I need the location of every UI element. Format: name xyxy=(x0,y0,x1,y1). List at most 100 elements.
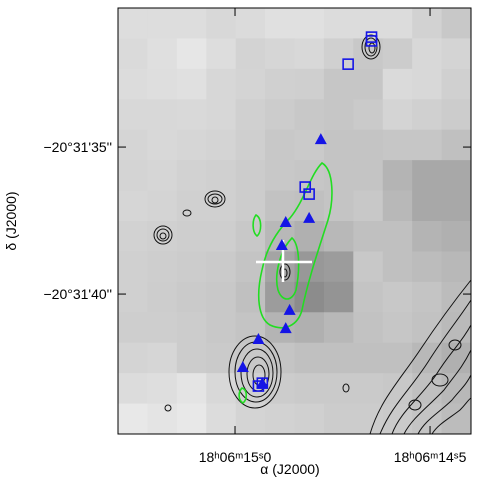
image-pixel xyxy=(147,99,178,131)
image-pixel xyxy=(382,68,413,100)
image-pixel xyxy=(176,312,207,344)
image-pixel xyxy=(294,342,325,374)
x-tick-label: 18ʰ06ᵐ14ˢ5 xyxy=(394,449,467,465)
image-pixel xyxy=(235,129,266,161)
image-pixel xyxy=(441,403,472,435)
image-pixel xyxy=(147,129,178,161)
square-marker xyxy=(365,35,378,47)
image-pixel xyxy=(206,99,237,131)
image-pixel xyxy=(235,190,266,222)
y-tick-label: −20°31'35'' xyxy=(43,139,112,155)
image-pixel xyxy=(147,68,178,100)
image-pixel xyxy=(441,99,472,131)
image-pixel xyxy=(147,312,178,344)
image-pixel xyxy=(382,251,413,283)
triangle-marker xyxy=(252,333,265,345)
image-pixel xyxy=(441,373,472,405)
image-pixel xyxy=(176,160,207,192)
image-pixel xyxy=(441,281,472,313)
image-pixel xyxy=(353,129,384,161)
image-pixel xyxy=(118,38,148,70)
image-pixel xyxy=(206,312,237,344)
image-pixel xyxy=(118,342,148,374)
image-pixel xyxy=(206,129,237,161)
image-pixel xyxy=(294,403,325,435)
image-pixel xyxy=(265,403,295,435)
square-marker xyxy=(303,188,315,200)
image-pixel xyxy=(118,281,148,313)
triangle-marker xyxy=(303,211,316,223)
image-pixel xyxy=(353,221,384,252)
image-pixel xyxy=(294,281,325,313)
image-pixel xyxy=(382,99,413,131)
image-pixel xyxy=(382,190,413,222)
image-pixel xyxy=(206,342,237,374)
image-pixel xyxy=(118,8,148,39)
image-pixel xyxy=(353,99,384,131)
image-pixel xyxy=(412,281,443,313)
image-pixel xyxy=(206,38,237,70)
image-pixel xyxy=(118,312,148,344)
image-pixel xyxy=(441,8,472,39)
triangle-marker xyxy=(283,303,296,315)
image-pixel xyxy=(353,68,384,100)
image-pixel xyxy=(441,38,472,70)
image-pixel xyxy=(265,251,295,283)
image-pixel xyxy=(235,8,266,39)
image-pixel xyxy=(323,38,354,70)
image-pixel xyxy=(412,221,443,252)
image-pixel xyxy=(323,342,354,374)
square-marker xyxy=(252,380,265,392)
image-pixel xyxy=(176,373,207,405)
triangle-marker xyxy=(279,216,292,228)
image-pixel xyxy=(206,403,237,435)
image-pixel xyxy=(235,160,266,192)
image-pixel xyxy=(118,221,148,252)
image-pixel xyxy=(235,99,266,131)
markers xyxy=(236,31,378,392)
image-pixel xyxy=(206,281,237,313)
image-pixel xyxy=(441,251,472,283)
image-pixel xyxy=(353,281,384,313)
image-background xyxy=(118,8,472,435)
image-pixel xyxy=(118,251,148,283)
image-pixel xyxy=(323,68,354,100)
image-pixel xyxy=(176,129,207,161)
image-pixel xyxy=(323,221,354,252)
image-pixel xyxy=(265,190,295,222)
image-pixel xyxy=(412,312,443,344)
image-pixel xyxy=(412,403,443,435)
image-pixel xyxy=(353,312,384,344)
image-pixel xyxy=(235,68,266,100)
triangle-marker xyxy=(279,322,292,334)
image-pixel xyxy=(176,99,207,131)
image-pixel xyxy=(147,403,178,435)
image-pixel xyxy=(147,38,178,70)
triangle-marker xyxy=(256,377,269,389)
image-pixel xyxy=(382,221,413,252)
image-pixel xyxy=(176,342,207,374)
image-pixel xyxy=(441,221,472,252)
image-pixel xyxy=(176,403,207,435)
image-pixel xyxy=(118,403,148,435)
image-pixel xyxy=(441,190,472,222)
image-pixel xyxy=(265,68,295,100)
image-pixel xyxy=(206,251,237,283)
image-pixel xyxy=(441,129,472,161)
image-pixel xyxy=(382,312,413,344)
image-pixel xyxy=(118,373,148,405)
image-pixel xyxy=(176,8,207,39)
image-pixel xyxy=(382,129,413,161)
image-pixel xyxy=(382,38,413,70)
image-pixel xyxy=(353,190,384,222)
image-pixel xyxy=(265,160,295,192)
image-pixel xyxy=(147,160,178,192)
image-pixel xyxy=(147,190,178,222)
image-pixel xyxy=(412,190,443,222)
image-pixel xyxy=(353,342,384,374)
image-pixel xyxy=(353,160,384,192)
y-tick-label: −20°31'40'' xyxy=(43,286,112,302)
image-pixel xyxy=(382,281,413,313)
image-pixel xyxy=(382,8,413,39)
image-pixel xyxy=(382,342,413,374)
